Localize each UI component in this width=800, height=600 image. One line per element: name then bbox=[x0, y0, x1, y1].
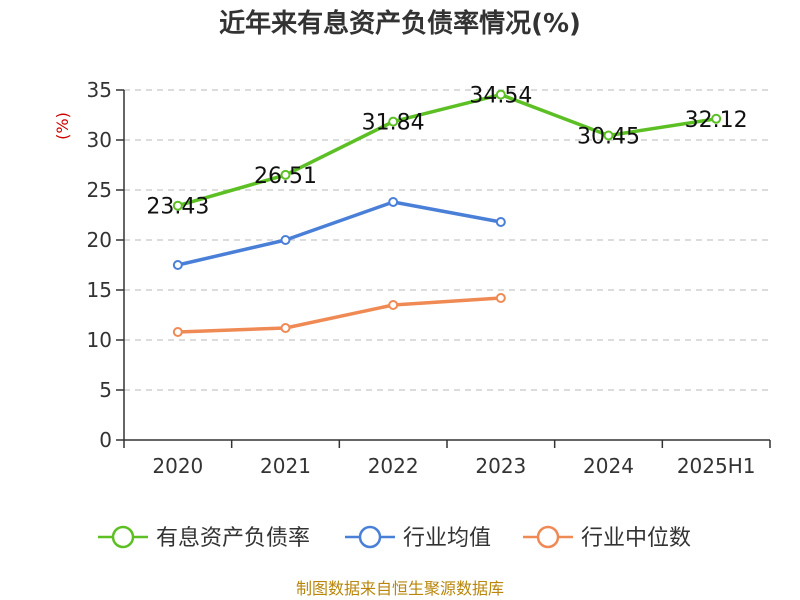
data-point bbox=[280, 169, 291, 180]
series-group bbox=[172, 89, 722, 337]
x-tick-label: 2021 bbox=[260, 454, 311, 478]
y-tick-label: 20 bbox=[87, 228, 112, 252]
x-tick-label: 2024 bbox=[583, 454, 634, 478]
y-tick-label: 35 bbox=[87, 78, 112, 102]
chart-title: 近年来有息资产负债率情况(%) bbox=[219, 8, 581, 39]
x-tick-label: 2022 bbox=[368, 454, 419, 478]
grid-lines bbox=[124, 89, 770, 391]
y-tick-label: 30 bbox=[87, 128, 112, 152]
source-note: 制图数据来自恒生聚源数据库 bbox=[296, 579, 504, 598]
data-point bbox=[495, 293, 506, 303]
data-point bbox=[495, 217, 506, 227]
x-tick-label: 2025H1 bbox=[677, 454, 756, 478]
data-label: 31.84 bbox=[362, 111, 425, 136]
data-label: 26.51 bbox=[254, 164, 317, 189]
legend-label: 行业中位数 bbox=[581, 526, 691, 551]
legend: 有息资产负债率 行业均值 行业中位数 bbox=[98, 525, 691, 551]
data-point bbox=[388, 300, 399, 310]
data-point bbox=[388, 116, 399, 127]
legend-label: 有息资产负债率 bbox=[156, 526, 310, 551]
data-point bbox=[603, 130, 614, 141]
legend-marker bbox=[536, 525, 560, 549]
series-line bbox=[177, 200, 502, 267]
y-tick-label: 25 bbox=[87, 178, 112, 202]
data-point bbox=[280, 235, 291, 245]
data-point bbox=[172, 260, 183, 270]
y-tick-label: 15 bbox=[87, 278, 112, 302]
data-labels: 23.43 26.51 31.84 34.54 30.45 32.12 bbox=[146, 84, 747, 220]
y-axis-label: (%) bbox=[53, 112, 72, 140]
data-label: 23.43 bbox=[146, 195, 209, 220]
data-point bbox=[388, 197, 399, 207]
data-label: 30.45 bbox=[577, 125, 640, 150]
data-point bbox=[172, 200, 183, 211]
data-point bbox=[711, 113, 722, 124]
series-line bbox=[177, 296, 501, 334]
y-tick-label: 10 bbox=[87, 328, 112, 352]
data-label: 34.54 bbox=[469, 84, 532, 109]
data-point bbox=[495, 89, 506, 100]
series-line bbox=[177, 92, 717, 208]
y-tick-label: 0 bbox=[99, 428, 112, 452]
data-point bbox=[172, 327, 183, 337]
legend-marker bbox=[358, 525, 382, 549]
x-tick-label: 2020 bbox=[152, 454, 203, 478]
legend-label: 行业均值 bbox=[403, 526, 491, 551]
axes: 0 5 10 15 20 25 30 35 2020 2021 2022 2023 2024 2025H1 bbox=[87, 78, 771, 478]
x-tick-label: 2023 bbox=[475, 454, 526, 478]
data-point bbox=[280, 323, 291, 333]
legend-marker bbox=[111, 525, 135, 549]
data-label: 32.12 bbox=[685, 108, 748, 133]
y-tick-label: 5 bbox=[99, 378, 112, 402]
